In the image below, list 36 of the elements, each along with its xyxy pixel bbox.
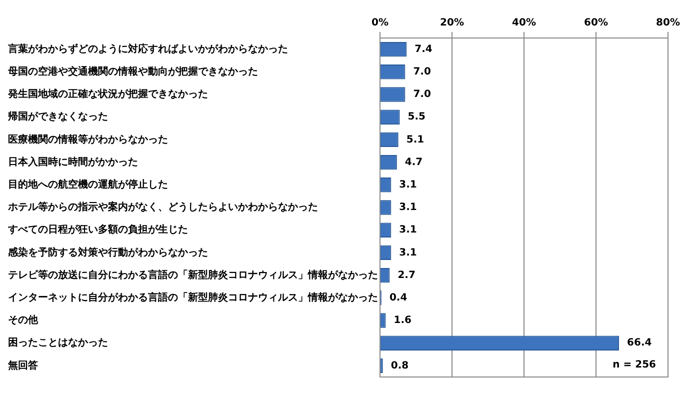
- y-tick-label: 母国の空港や交通機関の情報や動向が把握できなかった: [7, 65, 258, 78]
- data-label: 4.7: [404, 156, 423, 168]
- data-label: 3.1: [399, 202, 417, 214]
- data-label: 7.0: [413, 66, 431, 78]
- data-label: 2.7: [398, 270, 416, 281]
- data-label: 7.0: [413, 89, 431, 100]
- x-tick-label: 40%: [512, 18, 536, 29]
- data-label: 0.8: [390, 360, 409, 372]
- data-label: 3.1: [399, 224, 417, 236]
- x-tick-label: 60%: [584, 18, 608, 29]
- y-tick-label: その他: [8, 314, 39, 326]
- y-tick-label: テレビ等の放送に自分にわかる言語の「新型肺炎コロナウィルス」情報がなかった: [8, 268, 378, 281]
- y-tick-label: ホテル等からの指示や案内がなく、どうしたらよいかわからなかった: [7, 201, 318, 214]
- data-label: 5.5: [408, 112, 426, 123]
- y-tick-label: 帰国ができなくなった: [7, 110, 108, 123]
- data-label: 3.1: [399, 179, 417, 190]
- data-label: 66.4: [627, 338, 652, 349]
- y-tick-label: 医療機関の情報等がわからなかった: [8, 133, 168, 146]
- x-tick-label: 20%: [440, 18, 464, 29]
- data-label: 7.4: [414, 44, 432, 55]
- data-label: 5.1: [406, 134, 424, 146]
- y-tick-label: 発生国地域の正確な状況が把握できなかった: [7, 88, 208, 100]
- y-tick-label: 感染を予防する対策や行動がわからなかった: [7, 246, 208, 258]
- y-tick-label: インターネットに自分がわかる言語の「新型肺炎コロナウィルス」情報がなかった: [8, 291, 378, 304]
- data-label: 1.6: [394, 315, 412, 326]
- x-tick-label: 0%: [372, 18, 388, 29]
- y-tick-label: すべての日程が狂い多額の負担が生じた: [7, 224, 188, 236]
- y-tick-label: 困ったことはなかった: [8, 338, 108, 349]
- y-tick-label: 目的地への航空機の運航が停止した: [8, 178, 168, 190]
- data-label: 3.1: [399, 247, 417, 258]
- y-tick-label: 言葉がわからずどのように対応すればよいかがわからなかった: [7, 42, 288, 55]
- y-tick-label: 無回答: [7, 359, 39, 372]
- x-tick-label: 80%: [656, 18, 680, 29]
- y-tick-label: 日本入国時に時間がかかった: [8, 156, 138, 168]
- annotation: n = 256: [612, 360, 656, 371]
- data-label: 0.4: [389, 292, 408, 304]
